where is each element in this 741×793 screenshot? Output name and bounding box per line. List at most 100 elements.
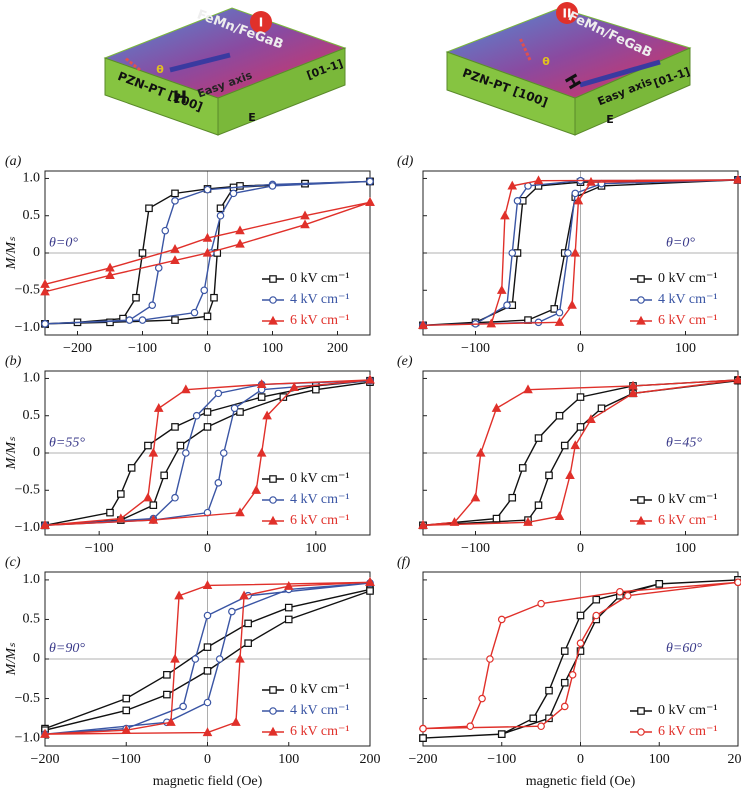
- marker: [365, 374, 375, 384]
- marker: [733, 374, 741, 384]
- x-tick-label: −200: [31, 752, 60, 767]
- marker: [148, 514, 159, 524]
- marker: [105, 270, 115, 279]
- legend-label: 0 kV cm⁻¹: [658, 703, 718, 718]
- marker: [284, 615, 293, 624]
- marker: [41, 320, 49, 328]
- y-tick-label: 1.0: [23, 371, 41, 386]
- marker: [560, 702, 569, 711]
- marker: [533, 175, 544, 185]
- y-tick-label: 0.5: [23, 208, 41, 223]
- marker: [269, 707, 277, 715]
- x-tick-label: 100: [649, 752, 670, 767]
- y-axis-label: M/Mₛ: [4, 436, 19, 470]
- marker: [203, 423, 212, 431]
- y-tick-label: 0: [33, 245, 40, 260]
- panel: −100 0 100 (d) θ=0° 0 kV cm⁻¹ 4 kV cm⁻¹ 6 kV cm…: [397, 154, 741, 356]
- marker: [116, 513, 126, 523]
- marker: [545, 714, 553, 723]
- marker: [181, 384, 191, 394]
- marker: [203, 312, 212, 321]
- marker: [419, 724, 427, 733]
- annotation: θ=55°: [49, 435, 85, 450]
- panel-label: (e): [397, 354, 413, 369]
- marker: [268, 515, 278, 525]
- marker: [215, 655, 224, 663]
- marker: [256, 379, 267, 389]
- marker: [497, 730, 506, 738]
- marker: [496, 285, 507, 294]
- marker: [154, 264, 163, 272]
- marker: [228, 607, 236, 616]
- marker: [236, 182, 244, 190]
- marker: [366, 177, 374, 186]
- marker: [235, 653, 245, 663]
- marker: [268, 726, 278, 736]
- marker: [523, 384, 533, 394]
- marker: [203, 611, 212, 620]
- panel-label: (b): [5, 354, 22, 369]
- panel: −200 −100 0 100 200 −1.0 −0.5 0 0.5 1.0(c) θ=90° M/…: [4, 555, 380, 789]
- marker: [554, 511, 565, 520]
- marker: [163, 690, 171, 699]
- marker: [231, 717, 241, 726]
- marker: [284, 603, 293, 612]
- y-axis-label: M/Mₛ: [4, 236, 19, 270]
- efield: E: [606, 113, 614, 126]
- panel-label: (a): [5, 154, 22, 169]
- y-tick-label: −0.5: [15, 691, 40, 706]
- marker: [210, 293, 218, 302]
- marker: [592, 611, 601, 620]
- panel: −100 0 100 (e) θ=45° 0 kV cm⁻¹ 6 kV cm⁻¹: [397, 354, 741, 556]
- x-tick-label: 0: [577, 752, 584, 767]
- marker: [106, 318, 114, 327]
- x-tick-label: 200: [360, 752, 381, 767]
- marker: [637, 296, 645, 304]
- x-tick-label: 0: [577, 341, 584, 356]
- marker: [166, 717, 176, 726]
- marker: [160, 471, 168, 480]
- marker: [40, 728, 50, 738]
- legend-label: 6 kV cm⁻¹: [658, 513, 718, 528]
- marker: [734, 578, 741, 587]
- marker: [235, 238, 245, 248]
- marker: [171, 423, 179, 431]
- marker: [534, 501, 543, 509]
- panel-label: (f): [397, 555, 411, 570]
- marker: [202, 580, 213, 590]
- marker: [637, 275, 645, 283]
- marker: [497, 615, 506, 624]
- marker: [592, 595, 601, 604]
- field: H: [173, 88, 187, 108]
- marker: [257, 393, 266, 401]
- legend-label: 6 kV cm⁻¹: [290, 724, 350, 739]
- marker: [576, 423, 585, 431]
- x-tick-label: −100: [112, 752, 141, 767]
- marker: [269, 686, 277, 694]
- diagram-1: I FeMn/FeGaB PZN-PT [100] Easy axis H θ …: [103, 7, 347, 136]
- x-axis-label: magnetic field (Oe): [153, 774, 263, 789]
- marker: [235, 225, 245, 235]
- annotation: θ=0°: [666, 235, 695, 250]
- panel: −200 −100 0 100 200 −1.0 −0.5 0 0.5 1.0(a) θ=0° M/M…: [4, 154, 375, 356]
- marker: [545, 471, 553, 480]
- x-tick-label: 100: [262, 341, 283, 356]
- y-tick-label: 0: [33, 445, 40, 460]
- marker: [219, 449, 228, 457]
- x-tick-label: 100: [278, 752, 299, 767]
- marker: [269, 496, 277, 504]
- efield: E: [248, 111, 256, 124]
- marker: [148, 301, 157, 309]
- marker: [170, 653, 180, 663]
- x-tick-label: −100: [487, 752, 516, 767]
- marker: [570, 440, 581, 450]
- marker: [733, 174, 741, 184]
- marker: [466, 722, 475, 731]
- x-tick-label: 0: [204, 541, 211, 556]
- y-tick-label: 0: [33, 651, 40, 666]
- marker: [300, 219, 310, 229]
- marker: [138, 249, 147, 257]
- panel-label: (d): [397, 154, 414, 169]
- y-tick-label: −0.5: [15, 482, 40, 497]
